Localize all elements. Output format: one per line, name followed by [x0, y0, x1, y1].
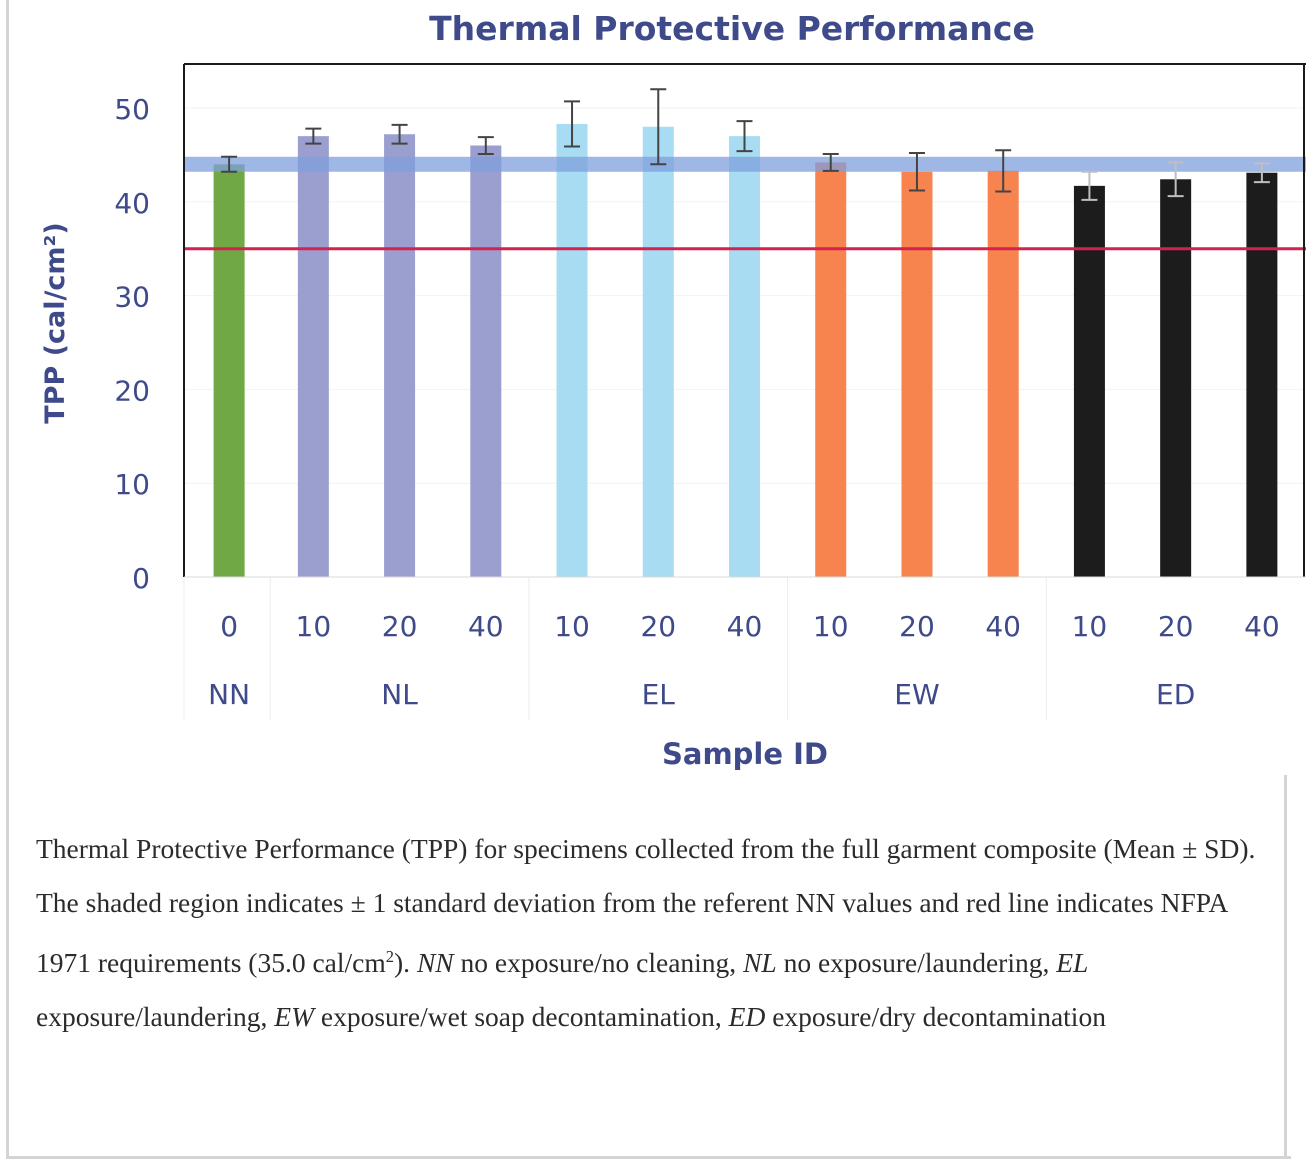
x-tick-label: 10	[554, 610, 590, 643]
bar-el-20	[642, 126, 674, 577]
x-tick-label: 10	[296, 610, 332, 643]
bar-nl-10	[297, 136, 329, 577]
bar-ed-10	[1073, 185, 1105, 577]
caption-text: Thermal Protective Performance (TPP) for…	[36, 833, 1256, 979]
group-labels: NN NL EL EW ED	[183, 577, 1195, 720]
y-tick-label: 50	[114, 93, 150, 126]
error-bars-layer	[221, 88, 1270, 201]
error-bar-ew-20	[908, 152, 925, 192]
x-tick-label: 40	[985, 610, 1021, 643]
group-label-nl: NL	[381, 678, 418, 711]
y-tick-label: 40	[114, 187, 150, 220]
figure-frame-bottom	[6, 1156, 1291, 1159]
error-bar-ew-10	[822, 152, 839, 172]
y-tick-label: 0	[132, 562, 150, 595]
bar-ew-10	[815, 162, 847, 578]
bar-ew-40	[987, 170, 1019, 577]
error-bar-el-20	[650, 88, 667, 166]
y-tick-label: 30	[114, 281, 150, 314]
caption-abbrev: EL	[1056, 947, 1089, 979]
error-bar-ed-40	[1253, 162, 1270, 184]
x-tick-label: 20	[899, 610, 935, 643]
error-bar-ed-10	[1081, 170, 1098, 201]
figure-frame-left	[6, 0, 9, 1158]
x-tick-label: 20	[640, 610, 676, 643]
group-label-nn: NN	[208, 678, 250, 711]
x-tick-label: 0	[220, 610, 238, 643]
caption-text: exposure/dry decontamination	[765, 1001, 1106, 1033]
y-axis-label: TPP (cal/cm²)	[40, 222, 71, 423]
x-axis-label: Sample ID	[662, 737, 828, 771]
x-tick-labels: 0 10 20 40 10 20 40 10 20 40 10 20 40	[220, 610, 1280, 643]
x-tick-label: 20	[1158, 610, 1194, 643]
x-tick-label: 20	[382, 610, 418, 643]
bar-ew-20	[901, 171, 933, 577]
referent-band	[184, 156, 1306, 172]
bars-layer	[213, 123, 1278, 578]
group-label-ed: ED	[1156, 678, 1195, 711]
group-label-ew: EW	[894, 678, 939, 711]
caption-superscript: 2	[385, 947, 395, 966]
error-bar-el-10	[564, 100, 581, 148]
y-tick-label: 20	[114, 374, 150, 407]
caption-text: exposure/laundering,	[36, 1001, 275, 1033]
error-bar-ew-40	[995, 149, 1012, 193]
caption-text: no exposure/no cleaning,	[453, 947, 744, 979]
y-tick-label: 10	[114, 468, 150, 501]
x-tick-label: 40	[727, 610, 763, 643]
bar-nl-20	[384, 134, 416, 578]
bar-ed-20	[1160, 179, 1192, 577]
figure-frame-right	[1284, 775, 1287, 1159]
error-bar-nn-0	[221, 155, 238, 173]
x-tick-label: 40	[468, 610, 504, 643]
error-bar-nl-10	[305, 127, 322, 145]
group-label-el: EL	[642, 678, 676, 711]
caption-abbrev: NN	[416, 947, 454, 979]
error-bar-el-40	[736, 120, 753, 153]
plot-frame	[183, 63, 1306, 578]
caption-abbrev: ED	[728, 1001, 766, 1033]
caption-abbrev: NL	[743, 947, 777, 979]
caption-text: exposure/wet soap decontamination,	[313, 1001, 729, 1033]
tpp-bar-chart: Thermal Protective Performance 0 10 20 30 40…	[40, 9, 1306, 771]
error-bar-nl-40	[477, 136, 494, 155]
y-tick-labels: 0 10 20 30 40 50	[114, 93, 150, 595]
caption-abbrev: EW	[274, 1001, 314, 1033]
bar-el-40	[729, 136, 760, 577]
x-tick-label: 40	[1244, 610, 1280, 643]
caption-text: no exposure/laundering,	[776, 947, 1057, 979]
bar-nl-40	[470, 145, 502, 577]
bar-nn-0	[213, 164, 245, 577]
error-bar-nl-20	[391, 123, 408, 145]
caption-text: ).	[394, 947, 417, 979]
error-bar-ed-20	[1167, 161, 1184, 198]
x-tick-label: 10	[813, 610, 849, 643]
figure-caption: Thermal Protective Performance (TPP) for…	[36, 822, 1268, 1044]
referent-band-layer	[184, 156, 1306, 172]
x-tick-label: 10	[1072, 610, 1108, 643]
chart-title: Thermal Protective Performance	[429, 9, 1035, 48]
bar-el-10	[556, 123, 588, 578]
bar-ed-40	[1246, 172, 1278, 578]
